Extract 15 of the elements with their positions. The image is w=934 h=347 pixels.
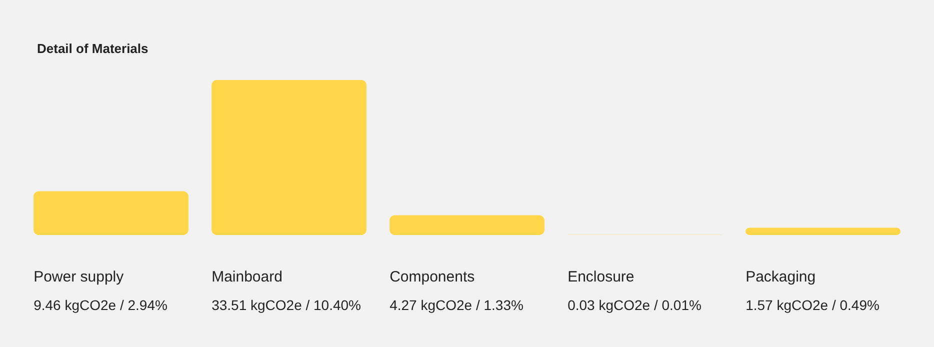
x-tick-label: Enclosure: [568, 268, 634, 286]
data-label: 1.57 kgCO2e / 0.49%: [746, 297, 880, 313]
x-tick-label: Power supply: [34, 268, 124, 286]
x-tick-label: Components: [390, 268, 475, 286]
data-label: 9.46 kgCO2e / 2.94%: [34, 297, 168, 313]
data-label: 4.27 kgCO2e / 1.33%: [390, 297, 524, 313]
x-tick-label: Packaging: [746, 268, 816, 286]
bar: [390, 215, 544, 235]
bar: [212, 80, 366, 235]
bar: [746, 228, 900, 235]
data-label: 33.51 kgCO2e / 10.40%: [212, 297, 362, 313]
data-label: 0.03 kgCO2e / 0.01%: [568, 297, 702, 313]
bar: [34, 191, 188, 235]
x-tick-label: Mainboard: [212, 268, 282, 286]
chart-title: Detail of Materials: [37, 41, 148, 56]
